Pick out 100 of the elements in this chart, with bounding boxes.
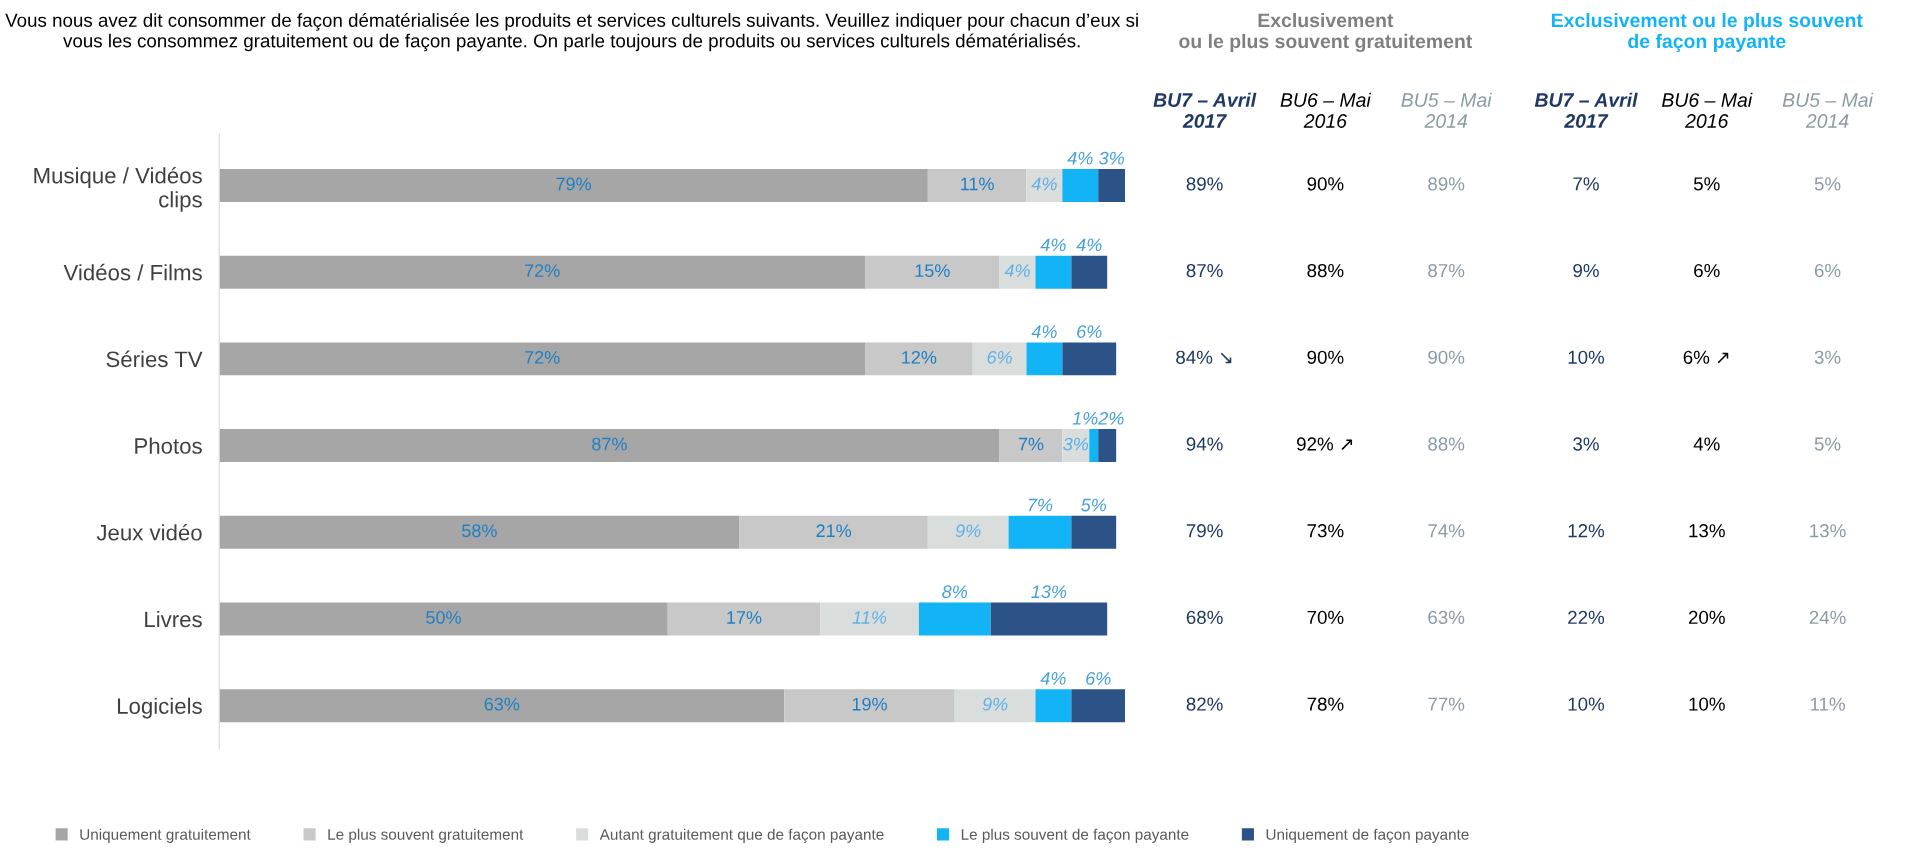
- text: 88%: [1307, 263, 1344, 278]
- text: 5%: [1693, 177, 1720, 191]
- category-label: BU5 – Mai 2014: [1782, 92, 1874, 128]
- legend-label: Le plus souvent de façon payante: [961, 828, 1189, 843]
- legend-label: Uniquement de façon payante: [1266, 828, 1469, 843]
- bar: [1026, 342, 1063, 376]
- bar: [219, 169, 928, 202]
- text: 88%: [1428, 437, 1465, 451]
- data-label: 6%: [1086, 672, 1111, 685]
- y-tick-label: Vidéos / Films: [63, 263, 202, 281]
- bar: [1008, 515, 1072, 549]
- bar: [739, 515, 928, 549]
- y-tick-label: Photos: [135, 437, 202, 454]
- data-label: 17%: [727, 611, 762, 624]
- bar: [1098, 429, 1117, 463]
- bar: [865, 255, 1000, 289]
- y-tick-label: Jeux vidéo: [96, 523, 202, 541]
- text: Exclusivement ou le plus souvent gratuitement: [1179, 12, 1473, 53]
- text: 84% ↘: [1176, 350, 1232, 364]
- text: 89%: [1428, 177, 1465, 191]
- text: 3%: [1573, 437, 1599, 451]
- bar: [784, 689, 955, 723]
- text: 5%: [1814, 437, 1841, 451]
- data-label: 4%: [1076, 238, 1102, 252]
- text: 63%: [1428, 610, 1465, 625]
- bar: [927, 169, 1027, 202]
- text: 90%: [1428, 350, 1465, 364]
- data-label: 12%: [902, 350, 937, 364]
- category-label: BU6 – Mai 2016: [1661, 92, 1753, 128]
- text: 10%: [1568, 697, 1605, 711]
- text: 7%: [1573, 177, 1599, 191]
- text: 22%: [1568, 610, 1605, 624]
- data-label: 13%: [1031, 585, 1067, 599]
- data-label: 2%: [1098, 411, 1124, 425]
- chart-title: Vous nous avez dit consommer de façon dématérialisée les produits et services culturels suivants. Veuillez indiquer pour chacun d’eux si vous les consommez gratuitement ou de façon payante. On parle toujours de produits ou services culturels dématérialisés.: [5, 12, 1138, 52]
- bar: [820, 602, 919, 636]
- data-label: 4%: [1031, 177, 1057, 191]
- bar: [219, 689, 785, 723]
- text: 68%: [1186, 610, 1223, 625]
- data-label: 6%: [1077, 325, 1102, 338]
- text: 10%: [1689, 697, 1725, 711]
- bar: [1089, 429, 1099, 463]
- bar: [954, 689, 1036, 723]
- bar: [1062, 169, 1099, 202]
- data-label: 4%: [1040, 672, 1066, 685]
- text: 11%: [1810, 697, 1845, 711]
- bar: [219, 602, 668, 636]
- text: 12%: [1568, 524, 1605, 538]
- bar: [1062, 342, 1117, 376]
- text: 6%: [1814, 263, 1841, 278]
- text: 78%: [1307, 697, 1344, 711]
- bar: [1071, 689, 1126, 723]
- bar: [865, 342, 973, 376]
- data-label: 9%: [955, 524, 981, 538]
- bar: [1098, 169, 1126, 202]
- y-tick-label: Séries TV: [106, 350, 203, 368]
- data-label: 4%: [1031, 325, 1057, 338]
- data-label: 87%: [592, 437, 627, 451]
- bar: [999, 429, 1063, 463]
- bar: [1035, 255, 1072, 289]
- data-label: 5%: [1081, 498, 1107, 512]
- data-label: 7%: [1018, 437, 1044, 451]
- category-label: BU7 – Avril 2017: [1534, 92, 1638, 128]
- bar: [667, 602, 821, 636]
- category-label: BU7 – Avril 2017: [1153, 92, 1257, 128]
- text: 6% ↗: [1683, 350, 1729, 364]
- text: 13%: [1689, 524, 1725, 538]
- data-label: 21%: [816, 524, 852, 538]
- text: 73%: [1307, 524, 1344, 538]
- bar: [918, 602, 991, 636]
- text: 82%: [1186, 697, 1223, 711]
- bar: [1026, 169, 1063, 202]
- data-label: 72%: [525, 264, 560, 277]
- text: 9%: [1573, 263, 1599, 278]
- category-label: BU5 – Mai 2014: [1401, 92, 1492, 128]
- data-label: 19%: [852, 697, 887, 711]
- bar: [219, 342, 866, 376]
- data-label: 11%: [961, 177, 994, 191]
- data-label: 15%: [915, 264, 950, 278]
- data-label: 63%: [484, 697, 520, 711]
- text: 20%: [1688, 610, 1725, 625]
- data-label: 4%: [1040, 238, 1066, 252]
- data-label: 4%: [1067, 151, 1093, 165]
- legend-label: Uniquement gratuitement: [80, 828, 251, 843]
- text: 6%: [1694, 263, 1720, 278]
- legend-label: Le plus souvent gratuitement: [328, 828, 524, 843]
- y-tick-label: Logiciels: [118, 697, 202, 719]
- data-label: 3%: [1063, 437, 1089, 451]
- category-label: BU6 – Mai 2016: [1280, 92, 1372, 128]
- bar: [219, 255, 866, 289]
- text: 74%: [1428, 524, 1465, 538]
- bar: [219, 515, 740, 549]
- text: 10%: [1568, 350, 1605, 364]
- bar: [1071, 255, 1108, 289]
- text: 90%: [1307, 177, 1344, 191]
- text: 87%: [1186, 263, 1223, 278]
- data-label: 1%: [1072, 411, 1098, 425]
- text: 89%: [1186, 177, 1223, 191]
- data-label: 79%: [556, 177, 591, 191]
- data-label: 4%: [1004, 264, 1030, 277]
